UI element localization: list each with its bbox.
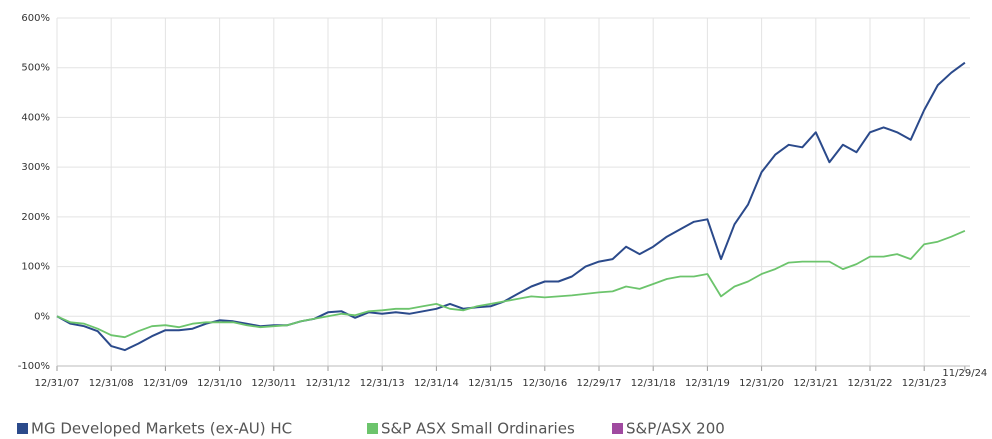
x-tick-label: 12/31/18 bbox=[631, 378, 676, 389]
y-tick-label: -100% bbox=[18, 361, 50, 372]
legend-swatch bbox=[17, 423, 28, 434]
x-tick-label: 12/30/11 bbox=[251, 378, 296, 389]
y-tick-label: 200% bbox=[21, 212, 50, 223]
x-tick-label: 12/31/10 bbox=[197, 378, 242, 389]
legend-label: S&P ASX Small Ordinaries bbox=[381, 420, 575, 438]
y-tick-label: 0% bbox=[34, 311, 50, 322]
x-tick-label: 12/31/13 bbox=[360, 378, 405, 389]
x-tick-label: 11/29/24 bbox=[942, 368, 987, 379]
x-tick-label: 12/31/09 bbox=[143, 378, 188, 389]
series-line bbox=[56, 61, 966, 352]
x-tick-label: 12/31/20 bbox=[739, 378, 784, 389]
y-tick-label: 300% bbox=[21, 162, 50, 173]
x-tick-label: 12/31/14 bbox=[414, 378, 459, 389]
y-tick-label: 500% bbox=[21, 63, 50, 74]
y-tick-label: 600% bbox=[21, 13, 50, 24]
legend: MG Developed Markets (ex-AU) HC S&P ASX S… bbox=[17, 420, 725, 438]
legend-swatch bbox=[612, 423, 623, 434]
x-tick-label: 12/30/16 bbox=[522, 378, 567, 389]
series-line bbox=[56, 229, 966, 339]
x-tick-label: 12/31/08 bbox=[89, 378, 134, 389]
x-tick-label: 12/29/17 bbox=[577, 378, 622, 389]
x-tick-label: 12/31/15 bbox=[468, 378, 513, 389]
x-tick-label: 12/31/19 bbox=[685, 378, 730, 389]
legend-label: S&P/ASX 200 bbox=[626, 420, 725, 438]
x-tick-label: 12/31/12 bbox=[306, 378, 351, 389]
legend-label: MG Developed Markets (ex-AU) HC bbox=[31, 420, 292, 438]
x-tick-label: 12/31/22 bbox=[848, 378, 893, 389]
x-tick-label: 12/31/23 bbox=[902, 378, 947, 389]
y-tick-label: 100% bbox=[21, 262, 50, 273]
x-tick-label: 12/31/21 bbox=[793, 378, 838, 389]
legend-swatch bbox=[367, 423, 378, 434]
x-tick-label: 12/31/07 bbox=[35, 378, 80, 389]
y-tick-label: 400% bbox=[21, 112, 50, 123]
